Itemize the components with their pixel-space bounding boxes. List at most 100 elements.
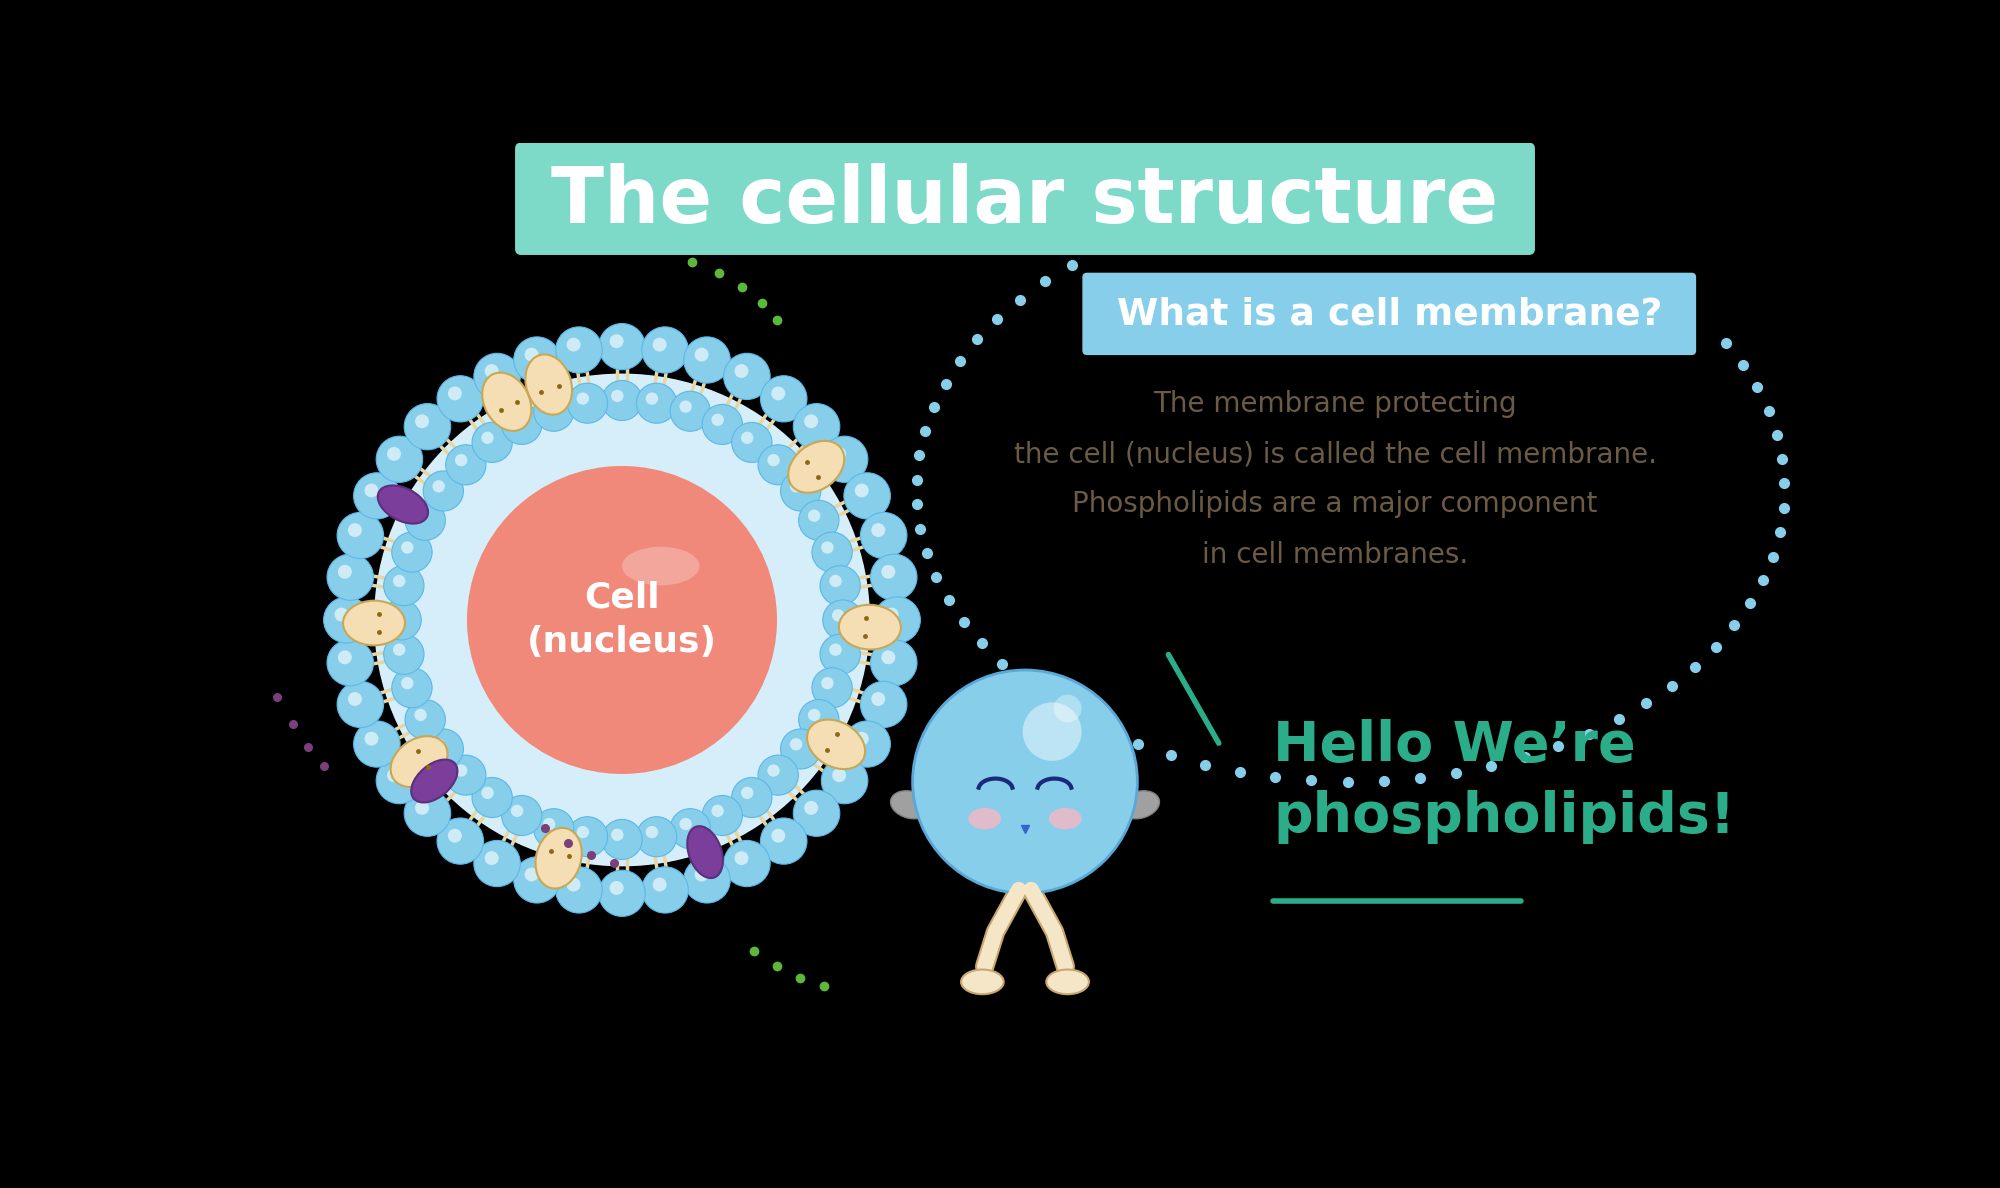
- Circle shape: [860, 512, 906, 558]
- Circle shape: [392, 532, 432, 573]
- Circle shape: [872, 523, 886, 537]
- Circle shape: [872, 693, 886, 706]
- Ellipse shape: [968, 808, 1000, 829]
- Ellipse shape: [378, 486, 428, 524]
- Circle shape: [514, 857, 560, 903]
- Circle shape: [354, 473, 400, 519]
- Circle shape: [822, 436, 868, 482]
- Ellipse shape: [536, 828, 582, 889]
- Circle shape: [338, 512, 384, 558]
- Circle shape: [454, 764, 468, 777]
- Ellipse shape: [688, 826, 722, 878]
- Circle shape: [446, 444, 486, 485]
- Circle shape: [680, 817, 692, 830]
- Circle shape: [338, 682, 384, 727]
- Circle shape: [374, 373, 870, 866]
- Circle shape: [768, 454, 780, 467]
- Ellipse shape: [1046, 969, 1088, 994]
- Circle shape: [610, 881, 624, 895]
- Circle shape: [772, 829, 786, 842]
- Circle shape: [388, 769, 400, 782]
- Text: Phospholipids are a major component: Phospholipids are a major component: [1072, 491, 1598, 518]
- Circle shape: [636, 816, 676, 857]
- Circle shape: [404, 790, 450, 836]
- Circle shape: [832, 609, 844, 621]
- Circle shape: [702, 796, 742, 835]
- Circle shape: [610, 334, 624, 348]
- Circle shape: [566, 337, 580, 352]
- Circle shape: [732, 777, 772, 817]
- Circle shape: [602, 820, 642, 859]
- Circle shape: [820, 634, 860, 675]
- Circle shape: [598, 323, 646, 369]
- Ellipse shape: [482, 373, 532, 431]
- Circle shape: [1022, 702, 1082, 760]
- Circle shape: [502, 796, 542, 835]
- Circle shape: [446, 756, 486, 795]
- Circle shape: [348, 523, 362, 537]
- Ellipse shape: [962, 969, 1004, 994]
- Circle shape: [502, 404, 542, 444]
- Circle shape: [780, 729, 820, 769]
- Ellipse shape: [412, 759, 458, 802]
- Circle shape: [808, 709, 820, 721]
- Circle shape: [732, 423, 772, 462]
- Circle shape: [384, 634, 424, 675]
- Circle shape: [874, 596, 920, 643]
- Circle shape: [652, 337, 666, 352]
- Circle shape: [448, 829, 462, 842]
- Text: in cell membranes.: in cell membranes.: [1202, 541, 1468, 569]
- Circle shape: [694, 348, 708, 361]
- Circle shape: [448, 386, 462, 400]
- Circle shape: [822, 677, 834, 689]
- Circle shape: [684, 857, 730, 903]
- Circle shape: [854, 484, 868, 498]
- Circle shape: [790, 480, 802, 493]
- Circle shape: [542, 400, 556, 412]
- Circle shape: [684, 337, 730, 383]
- Circle shape: [652, 878, 666, 891]
- Circle shape: [812, 668, 852, 708]
- Circle shape: [642, 867, 688, 914]
- Circle shape: [798, 700, 838, 740]
- Circle shape: [510, 413, 524, 426]
- Circle shape: [832, 769, 846, 782]
- Circle shape: [760, 375, 806, 422]
- Circle shape: [598, 870, 646, 916]
- Circle shape: [670, 391, 710, 431]
- Circle shape: [484, 851, 498, 865]
- Text: The cellular structure: The cellular structure: [552, 163, 1498, 239]
- Circle shape: [568, 816, 608, 857]
- Circle shape: [338, 564, 352, 579]
- Circle shape: [406, 700, 446, 740]
- Circle shape: [884, 607, 898, 621]
- Circle shape: [556, 327, 602, 373]
- Circle shape: [612, 390, 624, 402]
- Circle shape: [768, 764, 780, 777]
- Circle shape: [364, 732, 378, 746]
- Circle shape: [702, 404, 742, 444]
- Circle shape: [758, 756, 798, 795]
- Circle shape: [566, 878, 580, 891]
- Circle shape: [328, 639, 374, 685]
- Circle shape: [380, 600, 422, 640]
- Circle shape: [794, 404, 840, 450]
- Circle shape: [860, 682, 906, 727]
- Circle shape: [414, 709, 426, 721]
- Circle shape: [414, 510, 426, 522]
- Circle shape: [790, 738, 802, 751]
- Ellipse shape: [808, 720, 866, 769]
- Circle shape: [576, 392, 588, 405]
- Circle shape: [432, 480, 444, 493]
- Circle shape: [808, 510, 820, 522]
- Circle shape: [576, 826, 588, 839]
- Circle shape: [416, 801, 430, 815]
- Circle shape: [820, 565, 860, 606]
- Circle shape: [642, 327, 688, 373]
- Circle shape: [812, 532, 852, 573]
- Ellipse shape: [344, 601, 406, 645]
- Circle shape: [510, 804, 524, 817]
- Circle shape: [734, 851, 748, 865]
- Circle shape: [794, 790, 840, 836]
- Text: What is a cell membrane?: What is a cell membrane?: [1116, 296, 1662, 333]
